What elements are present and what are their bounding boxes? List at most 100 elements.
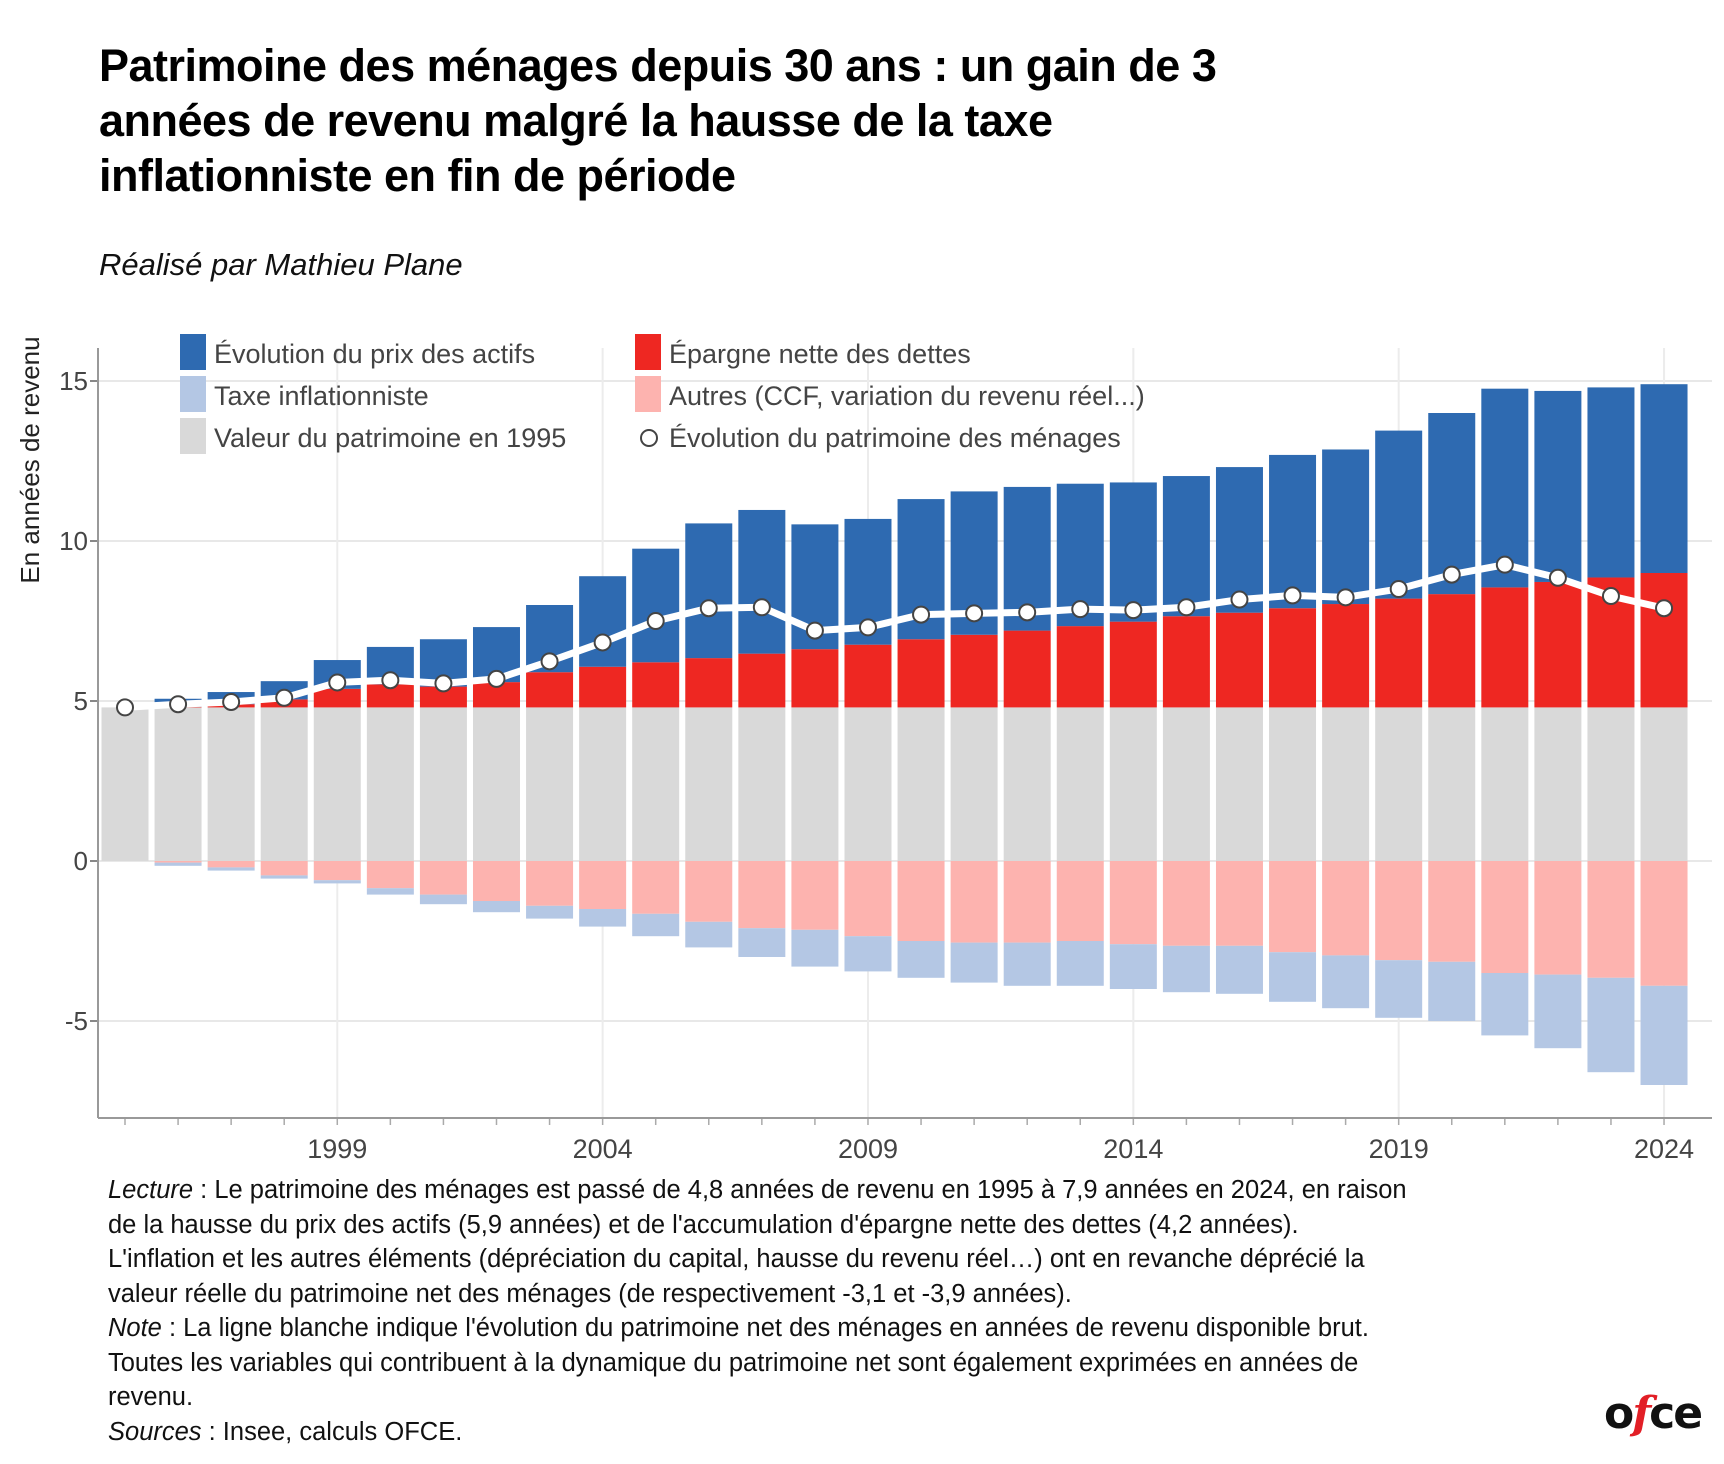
bar-autres (1215, 861, 1263, 946)
bar-autres (1003, 861, 1051, 943)
bar-valeur-1995 (419, 707, 467, 861)
bar-taxe-inflationniste (207, 867, 255, 871)
patrimoine-marker (858, 618, 877, 637)
bar-valeur-1995 (1162, 707, 1210, 861)
bar-valeur-1995 (472, 707, 520, 861)
bar-valeur-1995 (579, 707, 627, 861)
bar-valeur-1995 (1534, 707, 1582, 861)
bar-taxe-inflationniste (154, 862, 202, 866)
title-line: années de revenu malgré la hausse de la … (99, 95, 1053, 146)
stacked-bar-chart: -5 0 5 10 15 1999 2004 2009 2014 2019 2024 Évoluti… (15, 334, 1712, 1160)
bar-valeur-1995 (1640, 707, 1688, 861)
bar-autres (1056, 861, 1104, 941)
note-label: Note (108, 1314, 162, 1342)
bar-epargne-nette (1428, 594, 1476, 708)
bar-epargne-nette (632, 662, 680, 708)
bar-epargne-nette (419, 686, 467, 708)
bar-valeur-1995 (685, 707, 733, 861)
note-line: Toutes les variables qui contribuent à l… (108, 1348, 1359, 1377)
patrimoine-marker (1655, 599, 1674, 618)
chart-notes: Lecture : Le patrimoine des ménages est … (108, 1173, 1628, 1449)
bar-valeur-1995 (1056, 707, 1104, 861)
bar-epargne-nette (897, 639, 945, 708)
bar-taxe-inflationniste (1162, 945, 1210, 993)
bar-taxe-inflationniste (579, 909, 627, 927)
title-line: Patrimoine des ménages depuis 30 ans : u… (99, 40, 1217, 91)
y-tick-label: 10 (59, 526, 88, 556)
logo-accent: f (1632, 1388, 1651, 1439)
bar-valeur-1995 (207, 707, 255, 861)
patrimoine-marker (1442, 565, 1461, 584)
bar-valeur-1995 (897, 707, 945, 861)
bar-valeur-1995 (526, 707, 574, 861)
legend: Évolution du prix des actifs Taxe inflati… (180, 334, 1145, 454)
bar-autres (1587, 861, 1635, 978)
bar-valeur-1995 (791, 707, 839, 861)
bar-taxe-inflationniste (366, 888, 414, 895)
bars (101, 384, 1688, 1085)
bar-taxe-inflationniste (1056, 941, 1104, 986)
bar-epargne-nette (1109, 621, 1157, 708)
bar-prix-actifs (1587, 387, 1635, 578)
bar-epargne-nette (1162, 616, 1210, 708)
bar-autres (366, 861, 414, 889)
bar-valeur-1995 (101, 707, 149, 861)
x-tick-label: 2004 (573, 1134, 633, 1160)
x-tick-label: 2014 (1103, 1134, 1163, 1160)
chart-title: Patrimoine des ménages depuis 30 ans : u… (99, 38, 1599, 203)
patrimoine-marker (805, 621, 824, 640)
bar-epargne-nette (1481, 587, 1529, 708)
bar-prix-actifs (1109, 482, 1157, 622)
patrimoine-marker (275, 688, 294, 707)
bar-valeur-1995 (1587, 707, 1635, 861)
bar-autres (207, 861, 255, 868)
bar-epargne-nette (1322, 604, 1370, 708)
bar-taxe-inflationniste (1587, 977, 1635, 1073)
note-line: Note : La ligne blanche indique l'évolut… (108, 1311, 1628, 1346)
bar-prix-actifs (1269, 454, 1317, 609)
bar-autres (950, 861, 998, 943)
y-tick-label: 15 (59, 366, 88, 396)
bar-epargne-nette (791, 649, 839, 708)
patrimoine-marker (1071, 600, 1090, 619)
bar-epargne-nette (366, 684, 414, 708)
bar-taxe-inflationniste (1428, 961, 1476, 1021)
patrimoine-marker (912, 605, 931, 624)
bar-autres (419, 861, 467, 895)
patrimoine-marker (540, 652, 559, 671)
logo-part: ce (1649, 1388, 1703, 1439)
bar-taxe-inflationniste (472, 901, 520, 913)
bar-taxe-inflationniste (897, 941, 945, 978)
legend-swatch (180, 418, 206, 454)
sources-line: Sources : Insee, calculs OFCE. (108, 1415, 1628, 1450)
logo-part: o (1604, 1388, 1634, 1439)
bar-taxe-inflationniste (313, 880, 361, 884)
bar-autres (154, 861, 202, 863)
bar-epargne-nette (844, 644, 892, 708)
bar-autres (897, 861, 945, 941)
bar-valeur-1995 (313, 707, 361, 861)
bar-autres (526, 861, 574, 906)
bar-prix-actifs (579, 576, 627, 667)
bar-valeur-1995 (1428, 707, 1476, 861)
bar-epargne-nette (1640, 573, 1688, 708)
bar-autres (313, 861, 361, 881)
bar-epargne-nette (1375, 598, 1423, 708)
bar-autres (579, 861, 627, 909)
bar-prix-actifs (1322, 449, 1370, 605)
patrimoine-marker (434, 674, 453, 693)
bar-autres (1640, 861, 1688, 986)
bar-prix-actifs (1481, 388, 1529, 588)
legend-swatch (635, 376, 661, 412)
bar-taxe-inflationniste (419, 894, 467, 905)
bar-prix-actifs (1534, 390, 1582, 582)
bar-prix-actifs (632, 548, 680, 663)
x-tick-label: 2024 (1634, 1134, 1694, 1160)
bar-prix-actifs (685, 523, 733, 659)
bar-taxe-inflationniste (1322, 955, 1370, 1009)
patrimoine-marker (381, 671, 400, 690)
y-tick-label: 5 (74, 686, 88, 716)
bar-autres (1428, 861, 1476, 962)
lecture-line: valeur réelle du patrimoine net des ména… (108, 1279, 1072, 1308)
lecture-line: de la hausse du prix des actifs (5,9 ann… (108, 1210, 1299, 1239)
